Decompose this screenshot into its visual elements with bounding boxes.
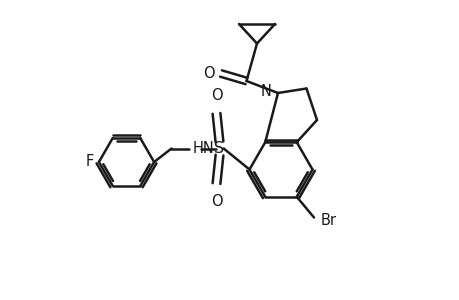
Text: O: O	[210, 88, 222, 103]
Text: Br: Br	[320, 213, 336, 228]
Text: HN: HN	[193, 141, 214, 156]
Text: F: F	[85, 154, 93, 169]
Text: O: O	[202, 66, 214, 81]
Text: N: N	[261, 84, 271, 99]
Text: S: S	[214, 141, 224, 156]
Text: O: O	[210, 194, 222, 209]
